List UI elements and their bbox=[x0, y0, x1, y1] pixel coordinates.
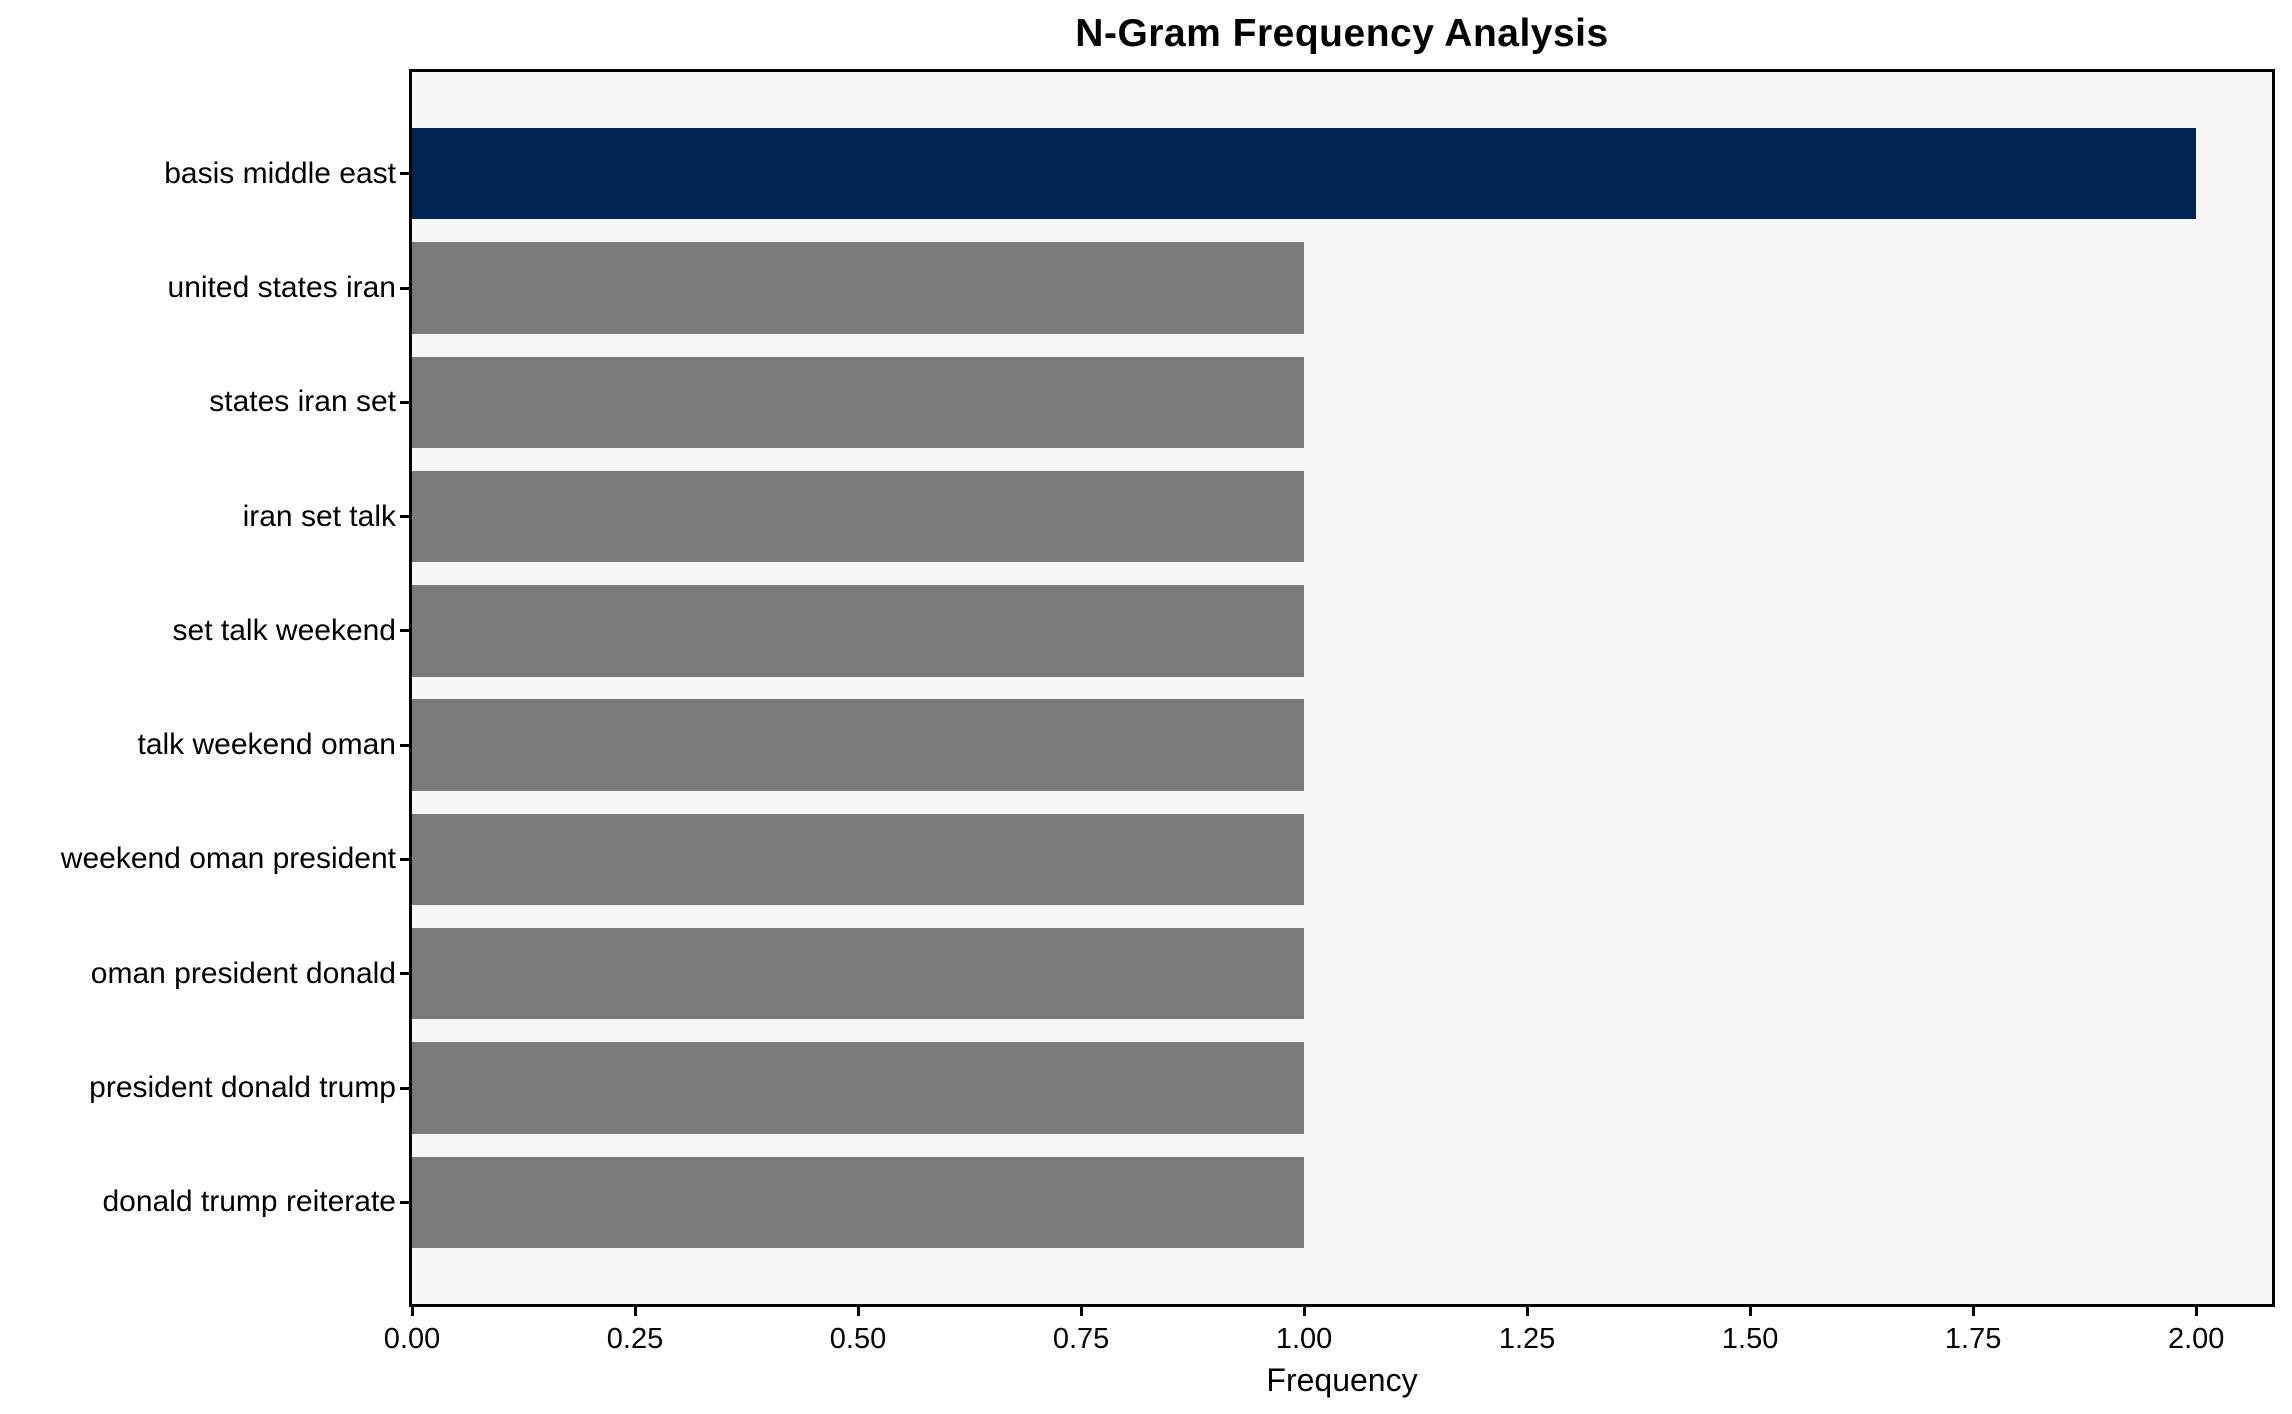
y-tick-label: talk weekend oman bbox=[137, 728, 397, 762]
x-tick-label: 1.75 bbox=[1944, 1323, 2002, 1355]
y-tick-mark bbox=[400, 172, 409, 176]
y-tick-mark bbox=[400, 515, 409, 519]
x-tick-mark bbox=[2194, 1307, 2198, 1316]
bar bbox=[412, 1042, 1305, 1134]
y-tick-mark bbox=[400, 972, 409, 976]
x-tick-label: 1.00 bbox=[1275, 1323, 1333, 1355]
bar bbox=[412, 470, 1305, 563]
x-tick-label: 1.25 bbox=[1498, 1323, 1556, 1355]
x-tick-label: 1.50 bbox=[1721, 1323, 1779, 1355]
y-tick-label: basis middle east bbox=[164, 156, 396, 190]
y-tick-mark bbox=[400, 400, 409, 404]
x-tick-label: 0.00 bbox=[383, 1323, 441, 1355]
bar bbox=[412, 585, 1305, 677]
x-tick-mark bbox=[1079, 1307, 1083, 1316]
y-tick-label: states iran set bbox=[209, 385, 396, 419]
bar bbox=[412, 242, 1305, 334]
y-tick-label: weekend oman president bbox=[60, 842, 396, 876]
bar bbox=[412, 699, 1305, 791]
bar bbox=[412, 356, 1305, 448]
y-tick-label: set talk weekend bbox=[172, 613, 396, 647]
chart-title: N-Gram Frequency Analysis bbox=[1075, 12, 1609, 55]
y-tick-label: oman president donald bbox=[90, 956, 396, 990]
x-tick-mark bbox=[1748, 1307, 1752, 1316]
y-tick-label: donald trump reiterate bbox=[102, 1185, 397, 1219]
x-tick-mark bbox=[1525, 1307, 1529, 1316]
x-tick-mark bbox=[856, 1307, 860, 1316]
x-axis-title: Frequency bbox=[1266, 1362, 1418, 1398]
y-tick-label: iran set talk bbox=[242, 499, 396, 533]
y-tick-mark bbox=[400, 286, 409, 290]
y-tick-mark bbox=[400, 857, 409, 861]
y-tick-mark bbox=[400, 1086, 409, 1090]
x-tick-label: 0.25 bbox=[606, 1323, 664, 1355]
y-tick-mark bbox=[400, 1200, 409, 1204]
x-tick-label: 0.50 bbox=[829, 1323, 887, 1355]
bar bbox=[412, 1156, 1305, 1248]
x-tick-mark bbox=[410, 1307, 414, 1316]
y-tick-mark bbox=[400, 629, 409, 633]
x-tick-label: 0.75 bbox=[1052, 1323, 1110, 1355]
y-tick-label: united states iran bbox=[167, 271, 396, 304]
y-tick-label: president donald trump bbox=[89, 1071, 396, 1104]
bar bbox=[412, 928, 1305, 1020]
x-tick-label: 2.00 bbox=[2167, 1323, 2225, 1355]
bar bbox=[412, 128, 2197, 220]
y-tick-mark bbox=[400, 743, 409, 747]
x-tick-mark bbox=[633, 1307, 637, 1316]
x-tick-mark bbox=[1971, 1307, 1975, 1316]
bar bbox=[412, 813, 1305, 906]
x-tick-mark bbox=[1302, 1307, 1306, 1316]
